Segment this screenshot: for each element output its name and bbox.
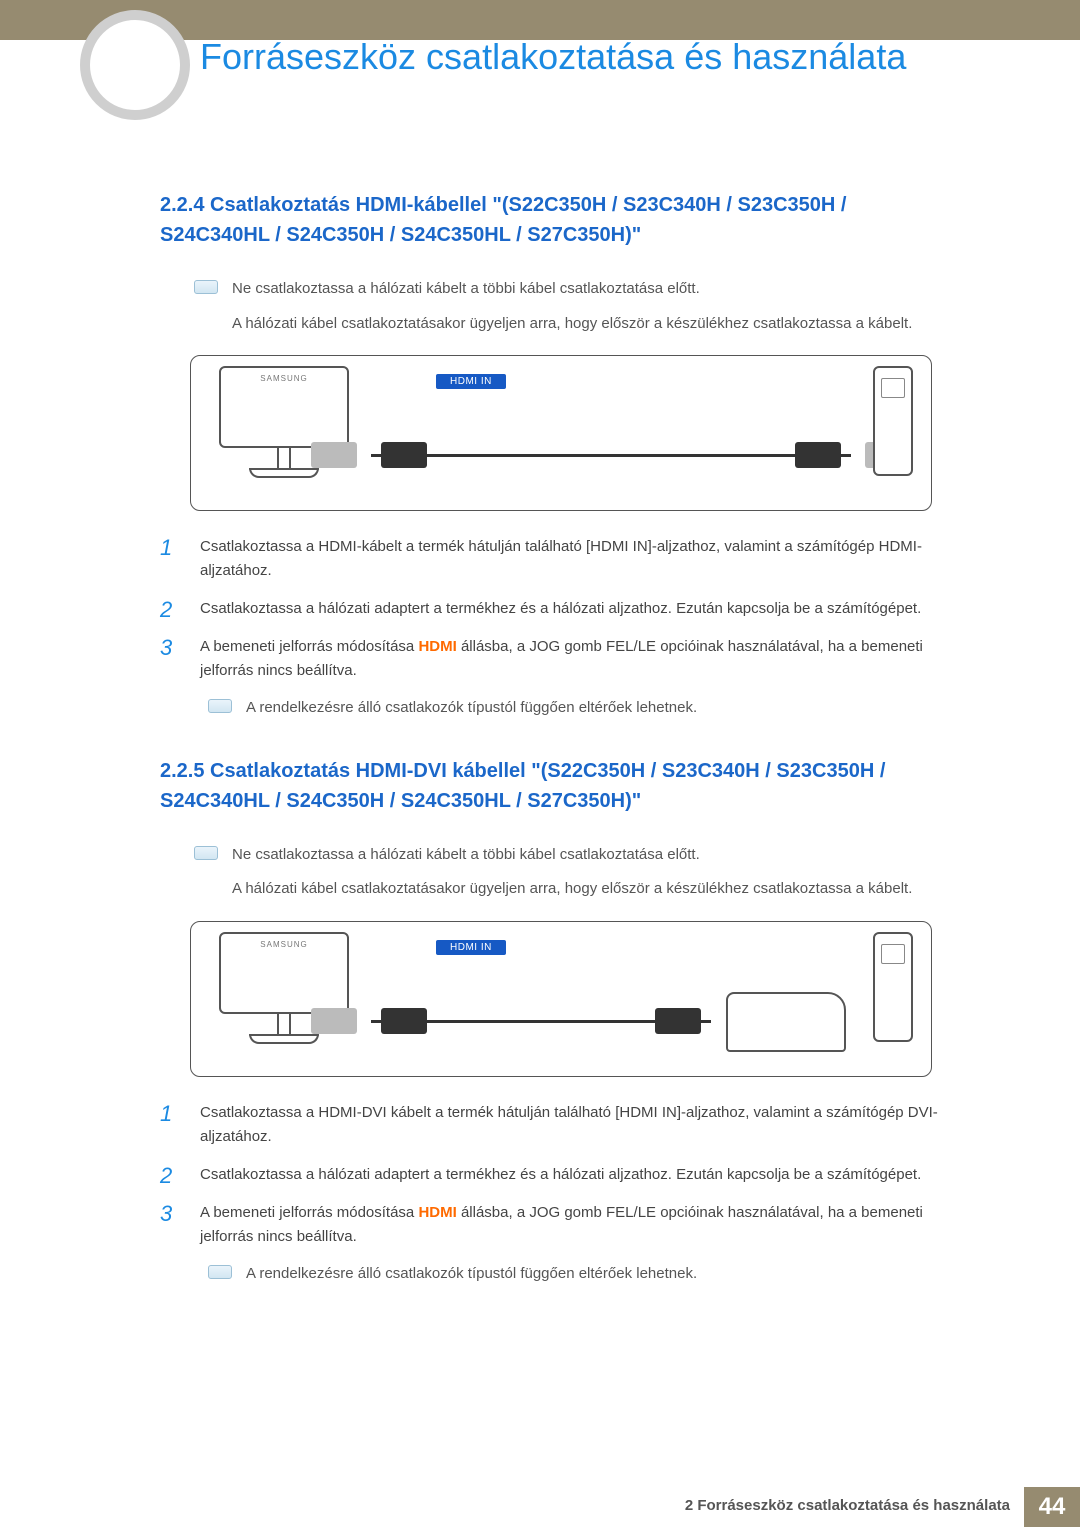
info-icon — [208, 1265, 232, 1279]
steps-list-225: 1 Csatlakoztassa a HDMI-DVI kábelt a ter… — [160, 1101, 960, 1249]
step-number: 1 — [160, 1101, 184, 1149]
hdmi-dvi-cable-icon — [371, 1004, 711, 1038]
note-line: Ne csatlakoztassa a hálózati kábelt a tö… — [194, 844, 960, 867]
section-heading-224: 2.2.4 Csatlakoztatás HDMI-kábellel "(S22… — [160, 190, 960, 250]
note-block-225: Ne csatlakoztassa a hálózati kábelt a tö… — [194, 844, 960, 901]
step-item: 3 A bemeneti jelforrás módosítása HDMI á… — [160, 635, 960, 683]
step-text: Csatlakoztassa a HDMI-kábelt a termék há… — [200, 535, 960, 583]
step-number: 3 — [160, 635, 184, 683]
manual-page: Forráseszköz csatlakoztatása és használa… — [0, 0, 1080, 1527]
note-text: Ne csatlakoztassa a hálózati kábelt a tö… — [232, 278, 700, 301]
step-number: 3 — [160, 1201, 184, 1249]
chapter-number-badge — [80, 10, 190, 120]
connection-diagram-hdmi: HDMI IN SAMSUNG — [190, 355, 932, 511]
step-item: 1 Csatlakoztassa a HDMI-DVI kábelt a ter… — [160, 1101, 960, 1149]
step-item: 1 Csatlakoztassa a HDMI-kábelt a termék … — [160, 535, 960, 583]
step-number: 2 — [160, 597, 184, 621]
step-item: 3 A bemeneti jelforrás módosítása HDMI á… — [160, 1201, 960, 1249]
sub-note-text: A rendelkezésre álló csatlakozók típustó… — [246, 1263, 697, 1286]
highlight-hdmi: HDMI — [418, 1204, 456, 1221]
step-text: Csatlakoztassa a hálózati adaptert a ter… — [200, 597, 960, 621]
pc-tower-icon — [873, 932, 913, 1042]
step-number: 1 — [160, 535, 184, 583]
hdmi-in-label: HDMI IN — [436, 374, 506, 389]
step-item: 2 Csatlakoztassa a hálózati adaptert a t… — [160, 597, 960, 621]
step-number: 2 — [160, 1163, 184, 1187]
sub-note-text: A rendelkezésre álló csatlakozók típustó… — [246, 697, 697, 720]
note-text: A hálózati kábel csatlakoztatásakor ügye… — [232, 878, 912, 901]
pc-tower-icon — [873, 366, 913, 476]
note-block-224: Ne csatlakoztassa a hálózati kábelt a tö… — [194, 278, 960, 335]
monitor-icon: SAMSUNG — [209, 932, 359, 1062]
page-title: Forráseszköz csatlakoztatása és használa… — [200, 36, 906, 78]
footer-page-number: 44 — [1024, 1487, 1080, 1527]
footer-chapter-text: 2 Forráseszköz csatlakoztatása és haszná… — [685, 1487, 1024, 1527]
step-text: A bemeneti jelforrás módosítása HDMI áll… — [200, 1201, 960, 1249]
connection-diagram-hdmi-dvi: HDMI IN SAMSUNG — [190, 921, 932, 1077]
sub-note-224: A rendelkezésre álló csatlakozók típustó… — [208, 697, 960, 720]
content-area: 2.2.4 Csatlakoztatás HDMI-kábellel "(S22… — [160, 190, 960, 1315]
info-icon — [194, 846, 218, 860]
section-heading-225: 2.2.5 Csatlakoztatás HDMI-DVI kábellel "… — [160, 756, 960, 816]
note-line: A hálózati kábel csatlakoztatásakor ügye… — [194, 313, 960, 336]
steps-list-224: 1 Csatlakoztassa a HDMI-kábelt a termék … — [160, 535, 960, 683]
monitor-icon: SAMSUNG — [209, 366, 359, 496]
step-item: 2 Csatlakoztassa a hálózati adaptert a t… — [160, 1163, 960, 1187]
info-icon — [208, 699, 232, 713]
info-icon — [194, 280, 218, 294]
hdmi-cable-icon — [371, 438, 851, 472]
note-text: Ne csatlakoztassa a hálózati kábelt a tö… — [232, 844, 700, 867]
note-line: Ne csatlakoztassa a hálózati kábelt a tö… — [194, 278, 960, 301]
step-text: A bemeneti jelforrás módosítása HDMI áll… — [200, 635, 960, 683]
step-text: Csatlakoztassa a hálózati adaptert a ter… — [200, 1163, 960, 1187]
sub-note-225: A rendelkezésre álló csatlakozók típustó… — [208, 1263, 960, 1286]
note-text: A hálózati kábel csatlakoztatásakor ügye… — [232, 313, 912, 336]
highlight-hdmi: HDMI — [418, 638, 456, 655]
hdmi-in-label: HDMI IN — [436, 940, 506, 955]
step-text: Csatlakoztassa a HDMI-DVI kábelt a termé… — [200, 1101, 960, 1149]
note-line: A hálózati kábel csatlakoztatásakor ügye… — [194, 878, 960, 901]
page-footer: 2 Forráseszköz csatlakoztatása és haszná… — [0, 1487, 1080, 1527]
dvi-device-icon — [726, 992, 846, 1052]
